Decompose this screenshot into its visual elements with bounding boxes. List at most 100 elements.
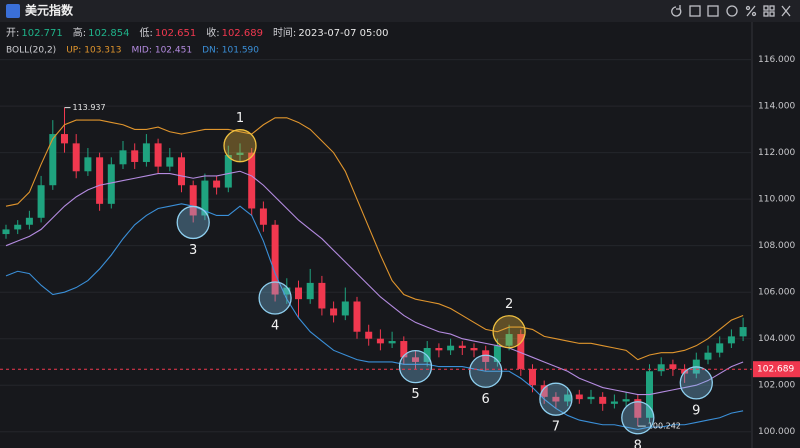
candle-body xyxy=(599,396,607,404)
candle-body xyxy=(236,152,244,155)
candle-body xyxy=(564,394,572,402)
candle-body xyxy=(704,352,712,360)
y-tick-label: 116.000 xyxy=(758,55,795,65)
annotation-label: 5 xyxy=(411,387,419,402)
y-tick-label: 100.000 xyxy=(758,427,795,437)
candle-body xyxy=(248,152,256,209)
annotation-label: 7 xyxy=(552,420,560,435)
candle-body xyxy=(716,343,724,353)
y-tick-label: 104.000 xyxy=(758,334,795,344)
candle-body xyxy=(37,185,45,218)
candle-body xyxy=(72,143,80,172)
candle-body xyxy=(178,157,185,186)
highlight-circle xyxy=(258,281,292,315)
candle-body xyxy=(622,399,630,402)
close-icon[interactable] xyxy=(781,5,791,17)
candle-body xyxy=(341,301,349,316)
candle-body xyxy=(447,345,455,351)
indicator-line: BOLL(20,2) UP: 103.313 MID: 102.451 DN: 101.59… xyxy=(6,46,259,56)
candle-body xyxy=(142,143,150,162)
annotation-label: 1 xyxy=(236,111,244,126)
max-label: 113.937 xyxy=(73,103,106,112)
highlight-circle xyxy=(621,401,655,435)
candle-body xyxy=(529,368,536,386)
highlight-circle xyxy=(492,315,526,349)
candle-body xyxy=(2,229,10,235)
percent-icon[interactable] xyxy=(746,5,756,17)
info-value: 102.651 xyxy=(155,28,196,39)
pie-icon[interactable] xyxy=(726,5,738,17)
candle-body xyxy=(482,350,490,362)
candle-body xyxy=(412,357,419,362)
candle-body xyxy=(166,157,174,167)
band-line xyxy=(5,117,744,361)
indicator-value: 103.313 xyxy=(84,46,121,56)
y-tick-label: 102.000 xyxy=(758,381,795,391)
refresh-icon[interactable] xyxy=(671,5,682,17)
candle-body xyxy=(669,364,677,369)
indicator-value: 102.451 xyxy=(155,46,192,56)
band-line xyxy=(5,203,744,430)
y-tick-label: 106.000 xyxy=(758,288,795,298)
candle-body xyxy=(224,154,232,188)
candle-body xyxy=(388,341,396,344)
last-price-box xyxy=(753,361,800,378)
candle-body xyxy=(552,396,560,402)
candle-body xyxy=(119,150,127,165)
highlight-circle xyxy=(539,382,573,416)
candle-body xyxy=(96,157,104,204)
candle-body xyxy=(505,334,513,346)
candle-body xyxy=(306,282,314,300)
draw-icon[interactable] xyxy=(707,5,719,17)
highlight-circle xyxy=(176,205,210,240)
expand-icon[interactable] xyxy=(689,5,701,17)
indicator-label: UP: xyxy=(66,46,81,56)
candle-body xyxy=(283,287,291,295)
info-label: 开: xyxy=(6,28,19,39)
annotation-label: 9 xyxy=(692,403,700,418)
highlight-circle xyxy=(469,354,503,388)
y-tick-label: 114.000 xyxy=(758,102,795,112)
candle-body xyxy=(107,164,115,204)
candle-body xyxy=(634,399,642,418)
candle-body xyxy=(727,336,735,344)
candle-body xyxy=(540,385,548,397)
candle-body xyxy=(365,331,373,339)
info-label: 高: xyxy=(73,26,86,39)
last-price-label: 102.689 xyxy=(757,365,794,375)
annotation-label: 4 xyxy=(271,319,279,334)
highlight-circle xyxy=(679,366,713,400)
candle-body xyxy=(657,364,665,372)
candle-body xyxy=(259,208,267,225)
info-label: 收: xyxy=(206,26,219,39)
candle-body xyxy=(25,217,33,225)
annotation-label: 8 xyxy=(634,438,642,448)
candle-body xyxy=(61,134,68,144)
info-label: 时间: xyxy=(273,26,296,39)
candle-body xyxy=(575,394,583,400)
annotation-label: 6 xyxy=(482,392,490,407)
candle-body xyxy=(493,345,501,362)
indicator-value: 101.590 xyxy=(222,46,259,56)
toolbar[interactable] xyxy=(671,5,791,17)
min-label: 100.242 xyxy=(648,422,681,431)
candle-body xyxy=(14,224,22,230)
y-tick-label: 112.000 xyxy=(758,148,795,158)
highlight-circle xyxy=(223,129,257,163)
info-value: 102.854 xyxy=(88,28,129,39)
candle-body xyxy=(213,180,221,188)
grid-icon[interactable] xyxy=(769,11,775,17)
candle-body xyxy=(587,396,595,400)
candle-body xyxy=(400,341,408,358)
annotation-label: 2 xyxy=(505,297,513,312)
candle-body xyxy=(353,301,361,332)
info-value: 2023-07-07 05:00 xyxy=(298,28,388,39)
candle-body xyxy=(330,308,338,316)
candle-body xyxy=(739,327,747,337)
indicator-label: MID: xyxy=(131,46,151,56)
candle-body xyxy=(131,150,139,162)
info-label: 低: xyxy=(139,26,152,39)
indicator-label: DN: xyxy=(202,46,219,56)
